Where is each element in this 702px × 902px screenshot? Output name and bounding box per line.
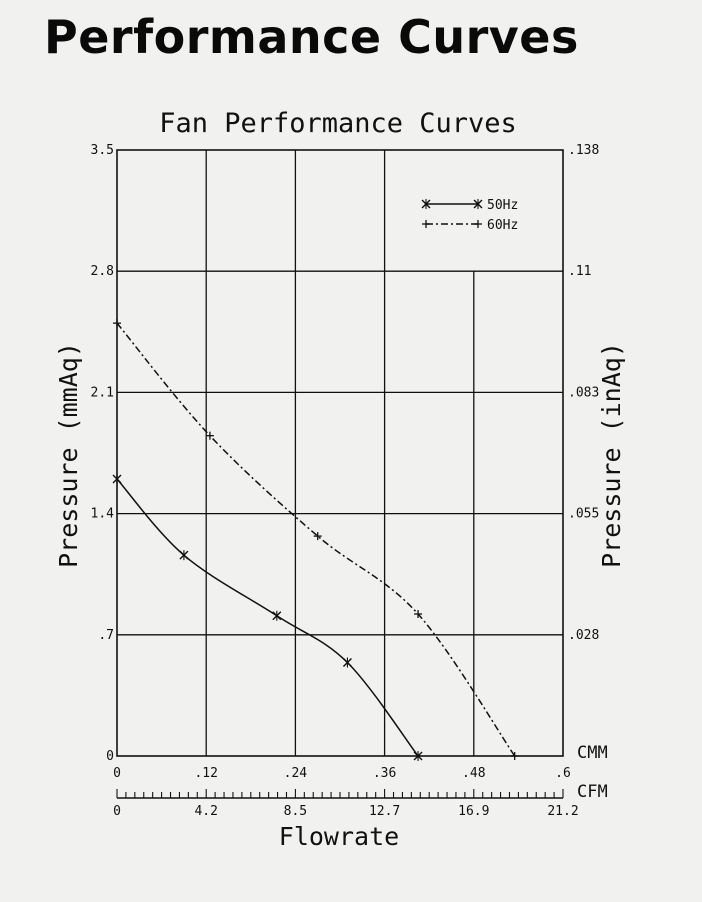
x-axis-label: Flowrate <box>279 822 399 851</box>
y-tick-label-right: .028 <box>568 628 599 643</box>
secondary-x-axis: 0 4.2 8.5 12.7 16.9 21.2 CFM <box>113 782 608 819</box>
x-tick-label: .24 <box>284 766 308 781</box>
chart-title: Fan Performance Curves <box>159 108 517 139</box>
y-axis-label-right: Pressure (inAq) <box>597 342 626 568</box>
x-tick-label: 0 <box>113 766 121 781</box>
cfm-tick-label: 0 <box>113 804 121 819</box>
page-title: Performance Curves <box>44 10 579 64</box>
cfm-tick-label: 16.9 <box>458 804 489 819</box>
y-tick-label-right: .055 <box>568 507 599 522</box>
grid <box>117 150 563 756</box>
plot-frame <box>116 149 564 757</box>
y-axis-label-left: Pressure (mmAq) <box>54 342 83 568</box>
series-line-60hz <box>116 322 516 757</box>
tick-labels: 0 .12 .24 .36 .48 .6 0 .7 .028 1.4 .055 2.1 .083 2.8.… <box>91 143 608 781</box>
x-tick-label: .48 <box>462 766 485 781</box>
y-tick-label-right: .083 <box>568 385 599 400</box>
cfm-tick-label: 4.2 <box>194 804 217 819</box>
legend-label-60hz: 60Hz <box>487 218 518 233</box>
y-tick-label-left: 1.4 <box>91 507 115 522</box>
y-tick-label-right: .11 <box>568 264 591 279</box>
x-tick-label: .12 <box>194 766 217 781</box>
cfm-tick-label: 21.2 <box>547 804 578 819</box>
x-unit-secondary: CFM <box>577 782 608 802</box>
y-tick-label-right: .138 <box>568 143 599 158</box>
y-tick-label-left: 2.8 <box>91 264 114 279</box>
legend: 50Hz 60Hz <box>421 198 518 233</box>
cfm-tick-label: 12.7 <box>369 804 400 819</box>
y-tick-label-left: .7 <box>98 628 114 643</box>
x-tick-label: .36 <box>373 766 396 781</box>
y-tick-label-left: 3.5 <box>91 143 114 158</box>
legend-label-50hz: 50Hz <box>487 198 518 213</box>
series-lines <box>112 319 519 761</box>
y-tick-label-left: 0 <box>106 749 114 764</box>
x-tick-label: .6 <box>555 766 571 781</box>
series-line-50hz <box>116 478 419 757</box>
x-unit-primary: CMM <box>577 743 608 763</box>
y-tick-label-left: 2.1 <box>91 385 114 400</box>
cfm-tick-label: 8.5 <box>284 804 307 819</box>
